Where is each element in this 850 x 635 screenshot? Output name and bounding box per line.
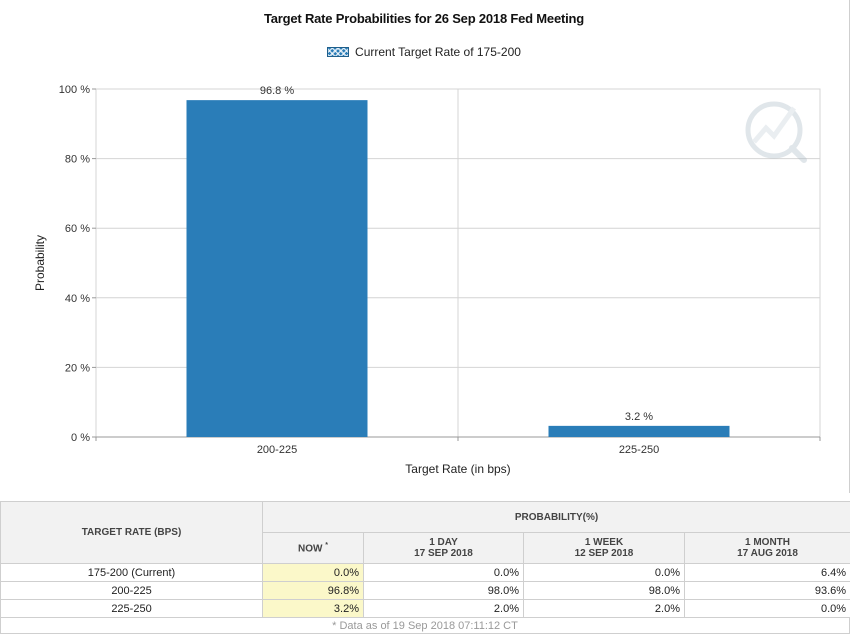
now-cell: 0.0% [262,563,364,582]
chart-title: Target Rate Probabilities for 26 Sep 201… [263,11,585,26]
one-week-cell: 98.0% [523,581,685,600]
one-week-header: 1 WEEK 12 SEP 2018 [523,532,685,564]
y-tick-label: 20 % [65,362,90,374]
probability-table: TARGET RATE (BPS) PROBABILITY(%) NOW * 1… [0,501,850,618]
y-tick-label: 60 % [65,223,90,235]
data-label: 96.8 % [260,85,294,97]
one-week-cell: 0.0% [523,563,685,582]
one-month-header: 1 MONTH 17 AUG 2018 [683,532,850,564]
y-tick-label: 40 % [65,293,90,305]
now-header: NOW * [262,532,364,564]
cme-fedwatch-logo-icon [745,101,807,163]
now-cell: 96.8% [262,581,364,600]
data-label: 3.2 % [625,411,653,423]
y-tick-label: 0 % [71,432,90,444]
target-rate-header: TARGET RATE (BPS) [0,501,263,564]
one-month-cell: 6.4% [683,563,850,582]
table-row: 175-200 (Current) 0.0% 0.0% 0.0% 6.4% [0,563,850,582]
bar [548,425,730,437]
table-row: 200-225 96.8% 98.0% 98.0% 93.6% [0,581,850,600]
probability-header: PROBABILITY(%) [261,501,850,533]
x-axis-title: Target Rate (in bps) [405,462,510,476]
legend-label: Current Target Rate of 175-200 [355,45,521,59]
rate-cell: 225-250 [0,599,263,618]
one-month-cell: 93.6% [683,581,850,600]
x-tick-label: 200-225 [257,444,297,456]
now-cell: 3.2% [262,599,364,618]
one-day-cell: 0.0% [363,563,524,582]
chart-legend[interactable]: Current Target Rate of 175-200 [0,45,848,59]
data-timestamp-footnote: * Data as of 19 Sep 2018 07:11:12 CT [0,618,850,634]
one-day-header: 1 DAY 17 SEP 2018 [363,532,524,564]
one-day-cell: 2.0% [363,599,524,618]
rate-cell: 200-225 [0,581,263,600]
y-tick-label: 80 % [65,154,90,166]
one-week-cell: 2.0% [523,599,685,618]
bar [186,100,368,438]
bar-chart-plot: 0 % 20 % 40 % 60 % 80 % 100 % 96.8 % 200-225 3.2… [33,84,821,476]
one-month-cell: 0.0% [683,599,850,618]
y-tick-label: 100 % [59,84,90,96]
one-day-cell: 98.0% [363,581,524,600]
rate-cell: 175-200 (Current) [0,563,263,582]
x-tick-label: 225-250 [619,444,659,456]
y-axis-title: Probability [33,235,47,291]
table-row: 225-250 3.2% 2.0% 2.0% 0.0% [0,599,850,618]
legend-swatch [327,47,350,57]
chart-panel: Target Rate Probabilities for 26 Sep 201… [0,0,850,493]
probability-table-panel: TARGET RATE (BPS) PROBABILITY(%) NOW * 1… [0,501,850,635]
